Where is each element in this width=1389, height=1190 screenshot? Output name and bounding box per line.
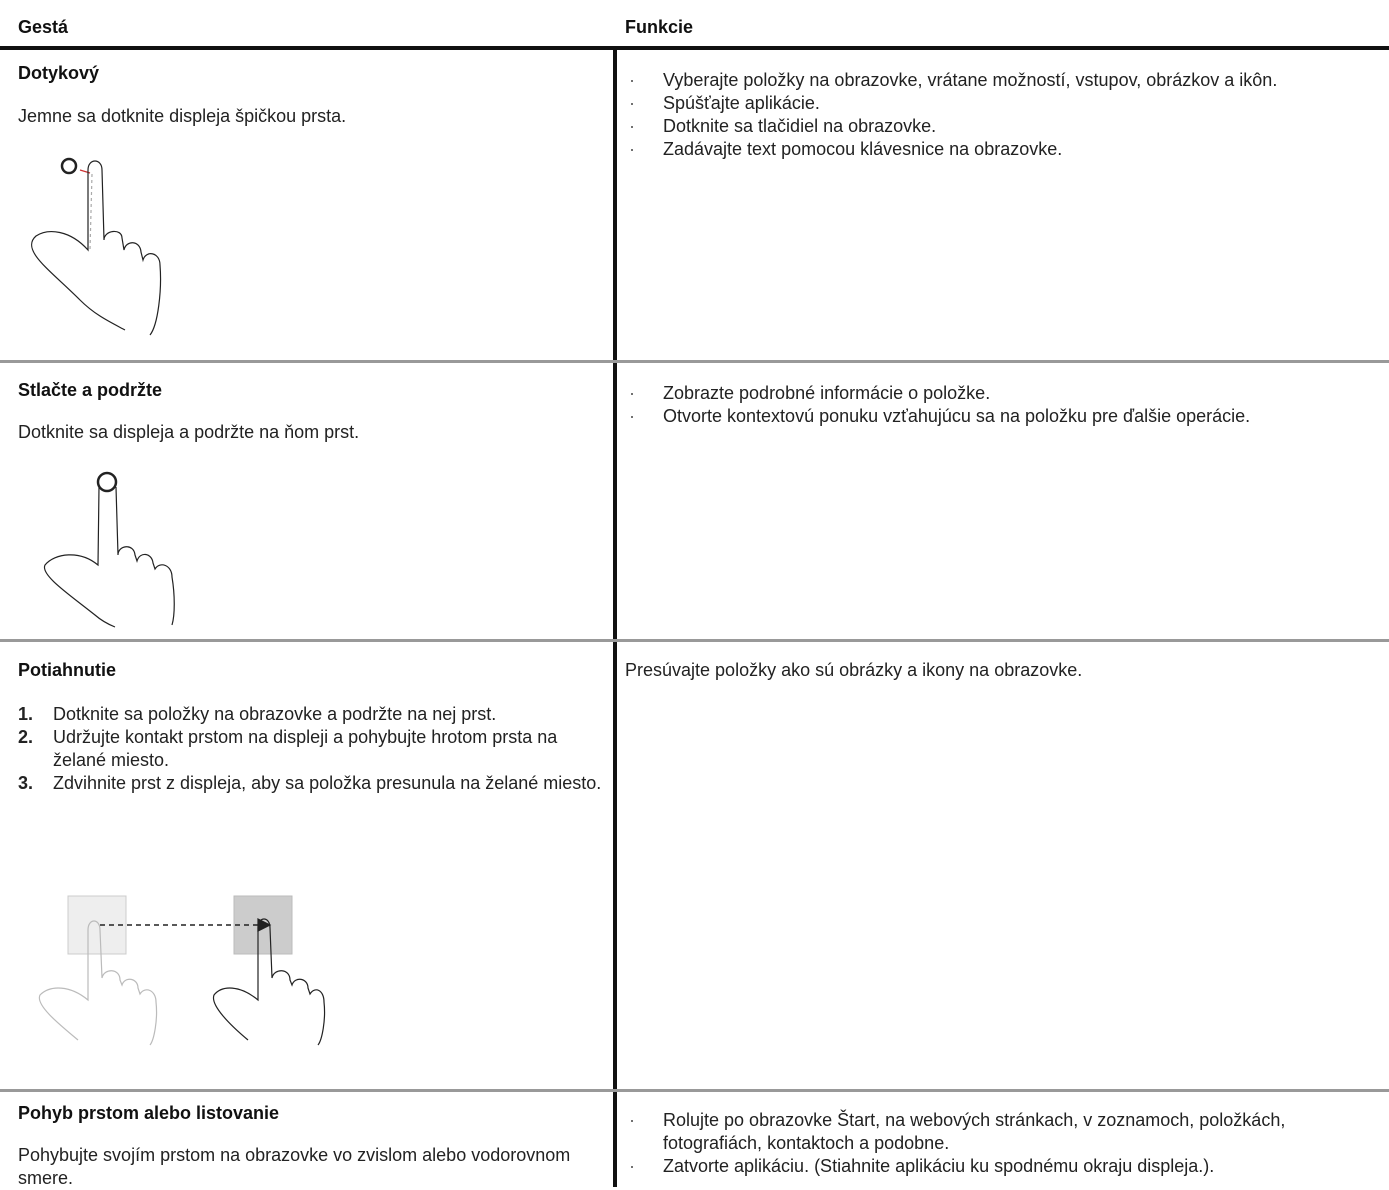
function-item: Zadávajte text pomocou klávesnice na obr…: [625, 138, 1385, 161]
function-list: Zobrazte podrobné informácie o položke. …: [625, 382, 1385, 428]
function-item: Zatvorte aplikáciu. (Stiahnite aplikáciu…: [625, 1155, 1385, 1178]
gesture-title: Pohyb prstom alebo listovanie: [18, 1103, 280, 1123]
step: 3. Zdvihnite prst z displeja, aby sa polo…: [18, 772, 608, 795]
row-divider: [0, 639, 1389, 642]
step-number: 2.: [18, 727, 34, 747]
row-divider: [0, 1089, 1389, 1092]
step-number: 1.: [18, 704, 34, 724]
gesture-title: Stlačte a podržte: [18, 380, 163, 400]
function-item: Vyberajte položky na obrazovke, vrátane …: [625, 69, 1385, 92]
column-header: Gestá: [18, 17, 69, 37]
function-text: Presúvajte položky ako sú obrázky a ikon…: [625, 660, 1083, 680]
function-item: Dotknite sa tlačidiel na obrazovke.: [625, 115, 1385, 138]
step-text: Zdvihnite prst z displeja, aby sa položk…: [53, 773, 602, 793]
function-item: Zobrazte podrobné informácie o položke.: [625, 382, 1385, 405]
step-text: Dotknite sa položky na obrazovke a podrž…: [53, 704, 497, 724]
tap-illustration: [30, 157, 162, 336]
gesture-description: Dotknite sa displeja a podržte na ňom pr…: [18, 422, 360, 442]
column-header: Funkcie: [625, 17, 694, 37]
function-list: Vyberajte položky na obrazovke, vrátane …: [625, 69, 1385, 161]
row-divider: [0, 360, 1389, 363]
step-text: Udržujte kontakt prstom na displeji a po…: [53, 727, 558, 770]
gesture-title: Dotykový: [18, 63, 100, 83]
drag-illustration: [38, 895, 326, 1046]
step: 2. Udržujte kontakt prstom na displeji a …: [18, 726, 608, 772]
step: 1. Dotknite sa položky na obrazovke a pod…: [18, 703, 608, 726]
press-illustration: [43, 471, 175, 628]
column-divider: [613, 50, 617, 1187]
function-item: Otvorte kontextovú ponuku vzťahujúcu sa …: [625, 405, 1385, 428]
header-rule: [0, 46, 1389, 50]
step-list: 1. Dotknite sa položky na obrazovke a pod…: [18, 703, 608, 795]
gesture-title: Potiahnutie: [18, 660, 116, 680]
gesture-description: Pohybujte svojím prstom na obrazovke vo …: [18, 1145, 571, 1188]
step-number: 3.: [18, 773, 34, 793]
function-item: Spúšťajte aplikácie.: [625, 92, 1385, 115]
gesture-description: Jemne sa dotknite displeja špičkou prsta…: [18, 106, 347, 126]
function-item: Rolujte po obrazovke Štart, na webových …: [625, 1109, 1353, 1155]
function-list: Rolujte po obrazovke Štart, na webových …: [625, 1109, 1385, 1178]
